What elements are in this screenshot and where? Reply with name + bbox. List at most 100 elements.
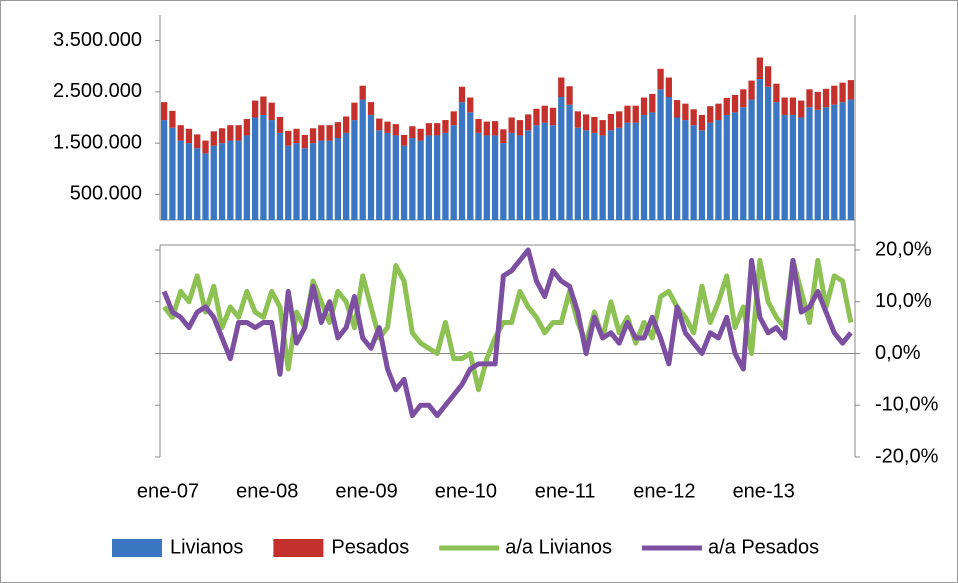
bar — [218, 128, 226, 144]
bar — [723, 114, 730, 220]
bar — [334, 122, 342, 138]
bar — [227, 125, 234, 141]
bar — [326, 125, 333, 141]
bar — [839, 102, 846, 220]
bar — [574, 111, 581, 128]
bar — [500, 143, 507, 220]
bar — [682, 120, 689, 220]
legend-label: Livianos — [170, 536, 243, 558]
bar — [467, 112, 474, 220]
bar — [194, 148, 201, 220]
bar — [690, 109, 697, 126]
bar — [649, 112, 656, 220]
bar — [599, 135, 606, 220]
bar — [434, 135, 441, 220]
bar — [822, 107, 830, 220]
bar — [392, 124, 399, 136]
bar — [177, 140, 184, 220]
bar — [500, 129, 507, 144]
bar — [549, 107, 557, 126]
bar — [707, 122, 714, 220]
bar — [607, 113, 615, 131]
bar — [707, 106, 714, 123]
bar — [756, 79, 763, 220]
bar — [400, 145, 408, 220]
bar — [616, 111, 623, 128]
bar — [558, 97, 565, 220]
legend-swatch — [273, 539, 324, 557]
bar — [417, 128, 424, 141]
bar — [160, 120, 168, 220]
bar — [450, 125, 457, 220]
bar — [169, 127, 176, 220]
x-tick-label: ene-12 — [633, 480, 695, 502]
bar — [392, 135, 399, 220]
bar — [665, 97, 672, 220]
bar — [632, 122, 639, 220]
y2-tick-label: -20,0% — [875, 445, 939, 467]
bar — [541, 122, 548, 220]
bar — [731, 94, 739, 113]
bar — [343, 132, 350, 220]
bar — [475, 119, 482, 133]
bar — [177, 125, 184, 141]
legend-label: Pesados — [331, 536, 409, 558]
bar — [822, 88, 830, 108]
bar — [516, 135, 524, 220]
bar — [566, 86, 573, 105]
bar — [210, 131, 217, 146]
bar — [781, 114, 788, 220]
bar — [582, 114, 590, 131]
bar — [640, 114, 648, 220]
y-tick-label: 3.500.000 — [53, 29, 142, 51]
bar — [285, 130, 292, 146]
bar — [293, 143, 300, 220]
bar — [773, 102, 780, 220]
bar — [301, 148, 308, 220]
bar — [748, 80, 755, 100]
bar — [276, 132, 284, 220]
bar — [525, 130, 532, 220]
bar — [715, 103, 722, 121]
bar — [591, 116, 598, 133]
bar — [525, 114, 532, 131]
x-tick-label: ene-10 — [435, 480, 497, 502]
bar — [359, 99, 366, 220]
bar — [235, 140, 242, 220]
bar — [847, 99, 855, 220]
bar — [343, 116, 350, 133]
bar — [359, 85, 366, 100]
bar — [624, 105, 631, 123]
bar — [169, 110, 176, 128]
bar — [252, 100, 259, 118]
x-tick-label: ene-13 — [733, 480, 795, 502]
y-tick-label: 500.000 — [70, 183, 142, 205]
bar — [764, 86, 772, 220]
bar — [367, 102, 375, 115]
bar — [789, 97, 797, 115]
bar — [549, 125, 557, 220]
bar — [756, 57, 763, 80]
bar — [839, 82, 846, 103]
bar — [483, 121, 490, 136]
x-tick-label: ene-09 — [335, 480, 397, 502]
bar — [260, 96, 267, 115]
bar — [285, 145, 292, 220]
bar — [640, 97, 648, 115]
bar — [235, 125, 242, 141]
bar — [806, 89, 813, 108]
bar — [467, 97, 474, 113]
bar — [185, 128, 193, 144]
bar — [798, 100, 805, 118]
bar — [442, 132, 449, 220]
bar — [533, 125, 540, 220]
bar — [541, 105, 548, 123]
bar — [442, 120, 449, 133]
bar — [508, 132, 515, 220]
x-tick-label: ene-07 — [137, 480, 199, 502]
bar — [491, 135, 499, 220]
x-tick-label: ene-08 — [236, 480, 298, 502]
bar — [847, 80, 855, 100]
y2-tick-label: -10,0% — [875, 394, 939, 416]
bar — [293, 128, 300, 144]
